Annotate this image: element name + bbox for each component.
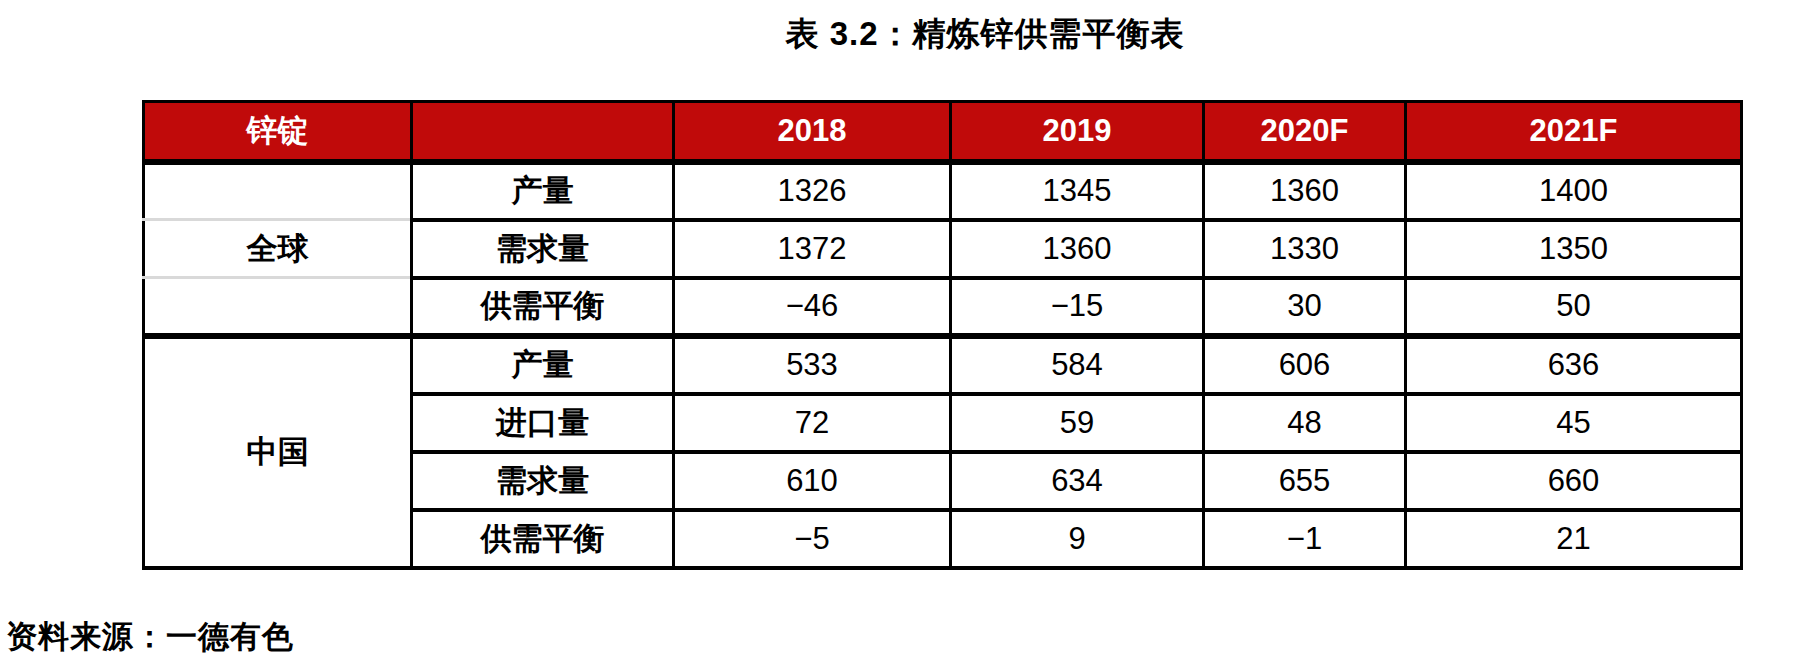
corner-cell: 锌锭 [144, 102, 412, 162]
value-cell: 1360 [951, 220, 1204, 278]
row-label: 产量 [412, 162, 674, 220]
year-header-2020f: 2020F [1204, 102, 1406, 162]
value-cell: 72 [674, 394, 951, 452]
value-cell: 584 [951, 336, 1204, 394]
group-cell-global: 全球 [144, 220, 412, 278]
value-cell: 1360 [1204, 162, 1406, 220]
value-cell: −15 [951, 278, 1204, 336]
value-cell: 636 [1406, 336, 1742, 394]
table-row: 中国 产量 533 584 606 636 [144, 336, 1742, 394]
value-cell: 1372 [674, 220, 951, 278]
value-cell: 21 [1406, 510, 1742, 568]
value-cell: 1350 [1406, 220, 1742, 278]
row-label: 需求量 [412, 220, 674, 278]
value-cell: 533 [674, 336, 951, 394]
value-cell: −5 [674, 510, 951, 568]
value-cell: 9 [951, 510, 1204, 568]
value-cell: 660 [1406, 452, 1742, 510]
value-cell: −46 [674, 278, 951, 336]
row-label: 产量 [412, 336, 674, 394]
table-row: 供需平衡 −46 −15 30 50 [144, 278, 1742, 336]
empty-header-cell [412, 102, 674, 162]
value-cell: 59 [951, 394, 1204, 452]
value-cell: 48 [1204, 394, 1406, 452]
value-cell: 634 [951, 452, 1204, 510]
group-slot-empty [144, 278, 412, 336]
value-cell: 606 [1204, 336, 1406, 394]
value-cell: 50 [1406, 278, 1742, 336]
value-cell: 1330 [1204, 220, 1406, 278]
row-label: 供需平衡 [412, 278, 674, 336]
value-cell: 30 [1204, 278, 1406, 336]
year-header-2021f: 2021F [1406, 102, 1742, 162]
value-cell: 610 [674, 452, 951, 510]
page-title: 表 3.2：精炼锌供需平衡表 [785, 12, 1184, 57]
value-cell: 1400 [1406, 162, 1742, 220]
year-header-2019: 2019 [951, 102, 1204, 162]
table-row: 产量 1326 1345 1360 1400 [144, 162, 1742, 220]
value-cell: −1 [1204, 510, 1406, 568]
report-page: 表 3.2：精炼锌供需平衡表 锌锭 2018 2019 2020F 2021F [0, 0, 1806, 668]
row-label: 进口量 [412, 394, 674, 452]
year-header-2018: 2018 [674, 102, 951, 162]
row-label: 供需平衡 [412, 510, 674, 568]
source-note: 资料来源：一德有色 [6, 616, 294, 658]
header-row: 锌锭 2018 2019 2020F 2021F [144, 102, 1742, 162]
value-cell: 1345 [951, 162, 1204, 220]
group-slot-empty [144, 162, 412, 220]
value-cell: 45 [1406, 394, 1742, 452]
table-row: 全球 需求量 1372 1360 1330 1350 [144, 220, 1742, 278]
value-cell: 1326 [674, 162, 951, 220]
group-cell-china: 中国 [144, 336, 412, 568]
row-label: 需求量 [412, 452, 674, 510]
supply-demand-table: 锌锭 2018 2019 2020F 2021F 产量 1326 1345 13… [142, 100, 1743, 570]
supply-demand-table-wrap: 锌锭 2018 2019 2020F 2021F 产量 1326 1345 13… [142, 100, 1743, 570]
value-cell: 655 [1204, 452, 1406, 510]
